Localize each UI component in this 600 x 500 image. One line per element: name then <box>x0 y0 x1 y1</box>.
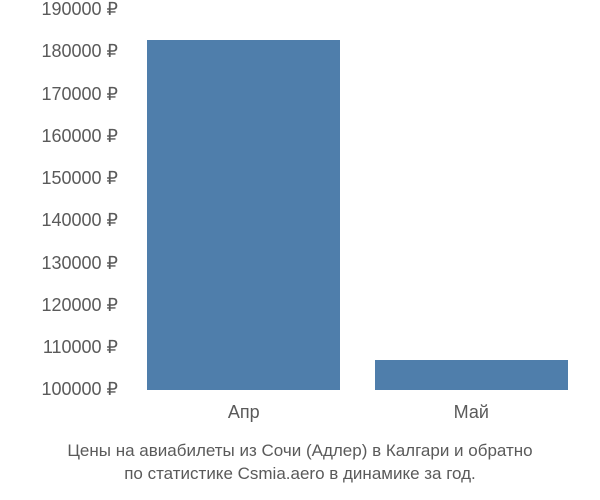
y-tick-label: 110000 ₽ <box>43 337 118 358</box>
bar <box>375 360 568 390</box>
caption-line-2: по статистике Csmia.aero в динамике за г… <box>0 463 600 486</box>
y-tick-label: 140000 ₽ <box>41 210 118 231</box>
price-chart: 100000 ₽ 110000 ₽ 120000 ₽ 130000 ₽ 140000 ₽… <box>0 0 600 500</box>
y-tick-label: 170000 ₽ <box>41 84 118 105</box>
y-tick-label: 180000 ₽ <box>41 41 118 62</box>
y-tick-label: 130000 ₽ <box>41 253 118 274</box>
y-tick-label: 100000 ₽ <box>41 379 118 400</box>
y-tick-label: 120000 ₽ <box>41 295 118 316</box>
plot-area <box>130 10 585 390</box>
caption-line-1: Цены на авиабилеты из Сочи (Адлер) в Кал… <box>0 440 600 463</box>
chart-caption: Цены на авиабилеты из Сочи (Адлер) в Кал… <box>0 440 600 486</box>
bar <box>147 40 340 390</box>
x-tick-label: Апр <box>228 402 260 423</box>
y-tick-label: 160000 ₽ <box>41 126 118 147</box>
y-tick-label: 150000 ₽ <box>41 168 118 189</box>
x-tick-label: Май <box>454 402 489 423</box>
y-tick-label: 190000 ₽ <box>41 0 118 20</box>
